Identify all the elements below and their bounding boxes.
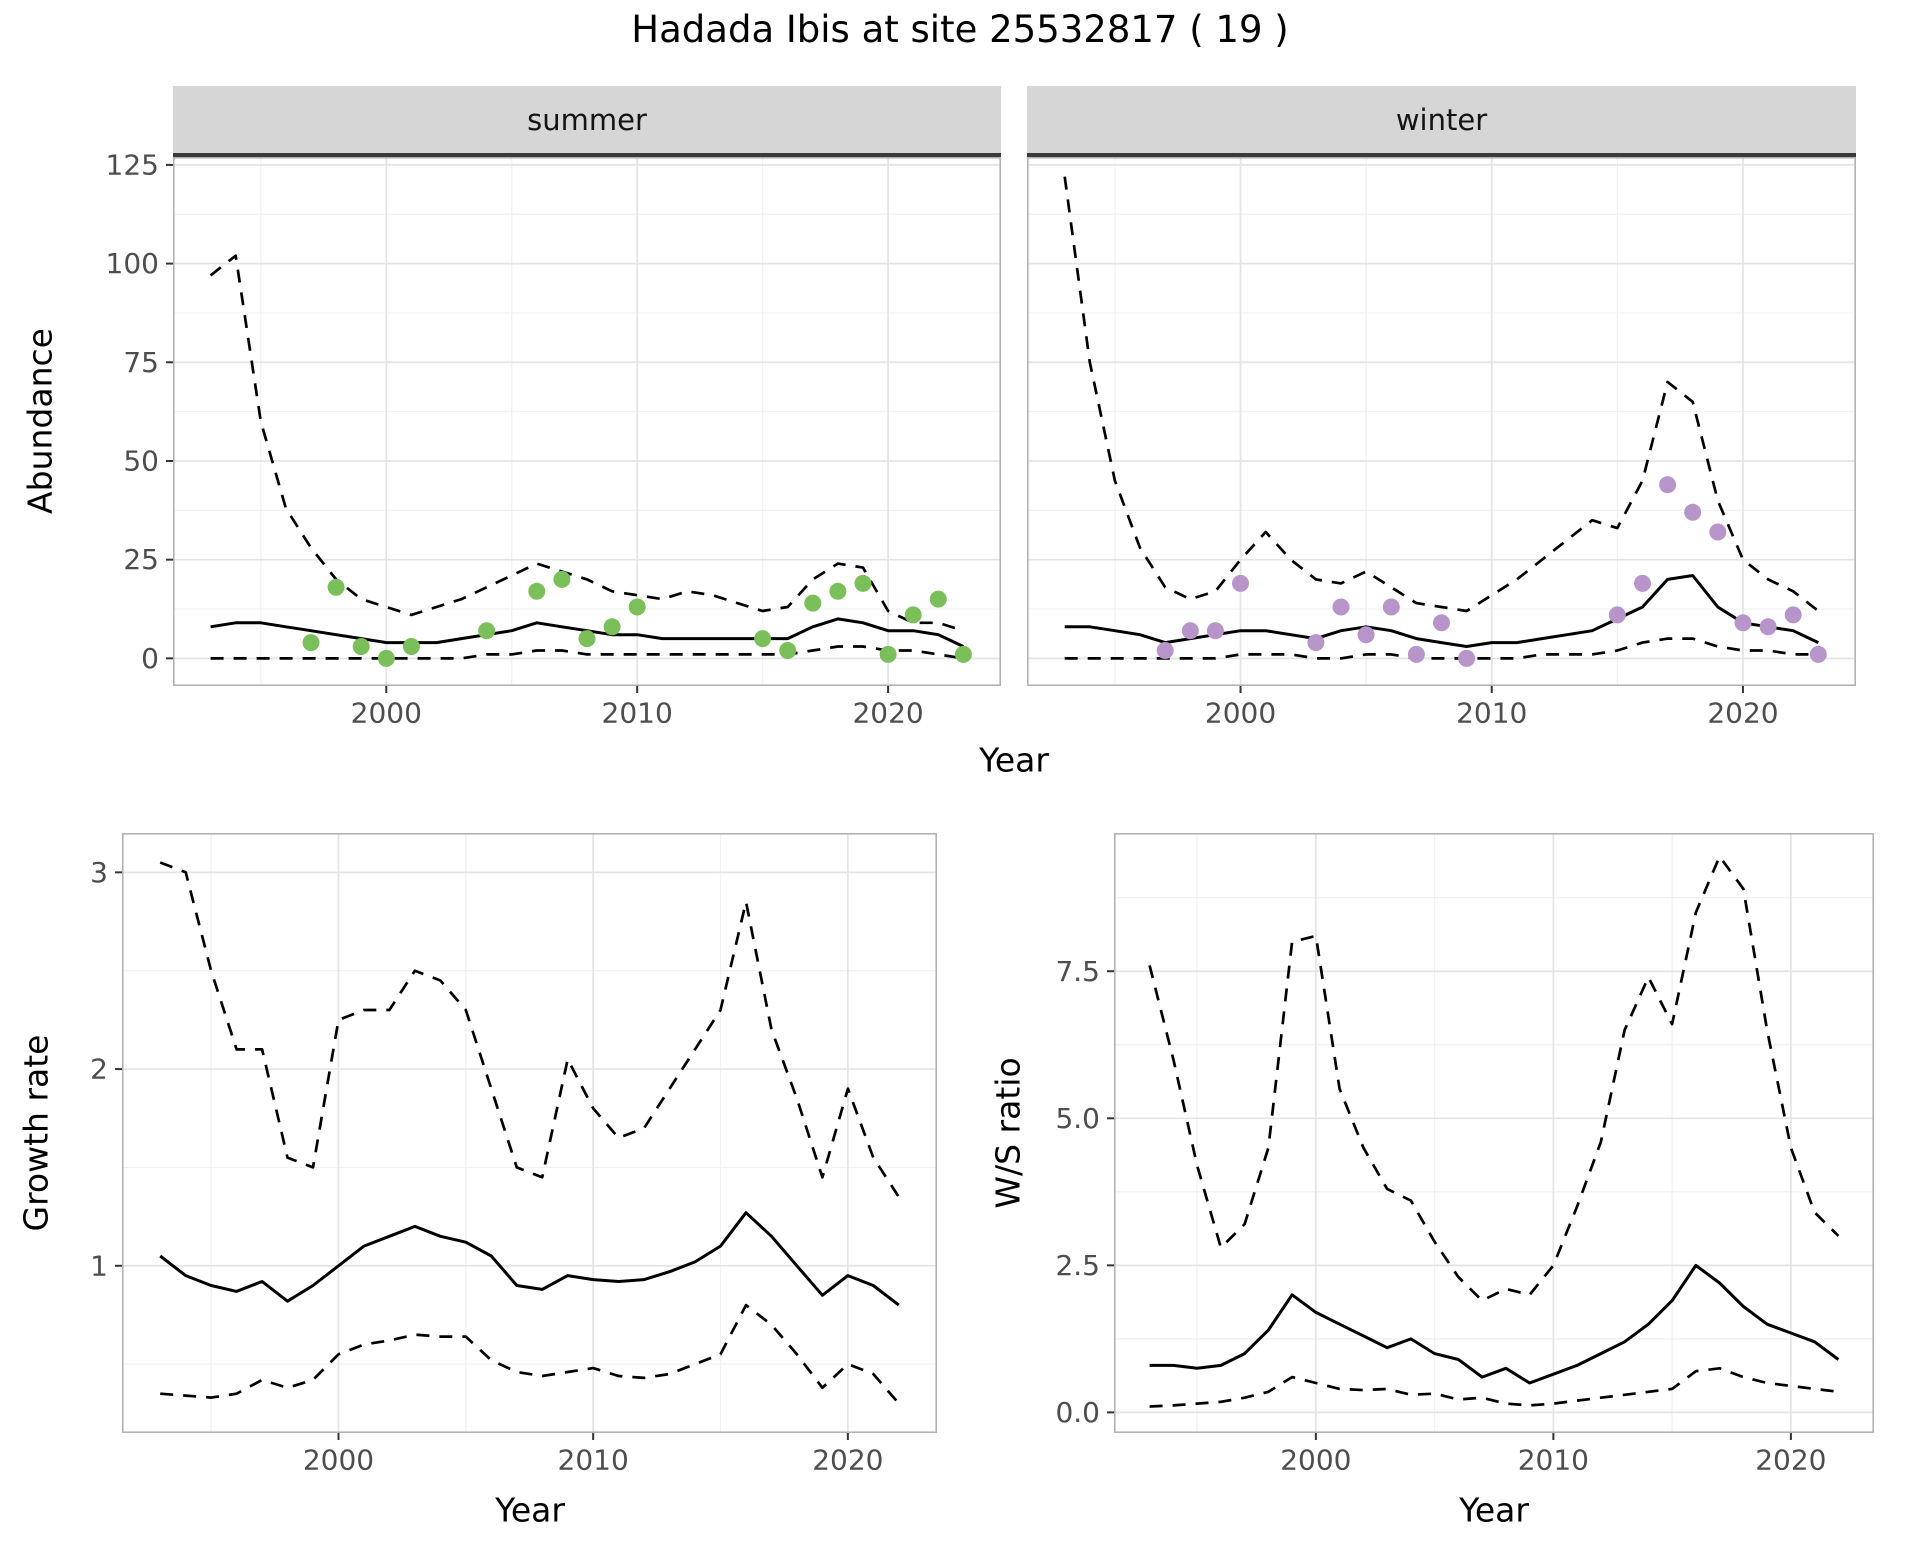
observed-winter-point — [1382, 598, 1400, 616]
x-tick-label: 2010 — [1518, 1443, 1589, 1476]
y-tick-label: 50 — [123, 444, 159, 477]
x-tick-label: 2010 — [602, 696, 673, 729]
observed-summer-point — [904, 606, 922, 624]
facet-strip-summer: summer — [173, 86, 1001, 157]
ci-lower-line — [210, 645, 964, 660]
x-tick-label: 2020 — [1707, 696, 1778, 729]
y-tick-label: 3 — [90, 856, 108, 889]
x-tick-label: 2000 — [351, 696, 422, 729]
growth-year-axis-title: Year — [495, 1490, 565, 1530]
observed-winter-point — [1784, 606, 1802, 624]
observed-winter-point — [1759, 618, 1777, 636]
observed-winter-point — [1709, 523, 1727, 541]
observed-summer-point — [302, 634, 320, 652]
mean-line — [159, 1211, 900, 1307]
panel-border — [1114, 833, 1875, 1434]
y-tick-label: 7.5 — [1055, 955, 1100, 988]
observed-summer-point — [854, 574, 872, 592]
y-tick-label: 100 — [106, 247, 159, 280]
ws-year-axis-title: Year — [1459, 1490, 1529, 1530]
observed-winter-point — [1659, 476, 1677, 494]
observed-winter-point — [1332, 598, 1350, 616]
observed-summer-point — [327, 578, 345, 596]
observed-summer-point — [578, 630, 596, 648]
mean-line — [1149, 1263, 1840, 1385]
observed-summer-point — [804, 594, 822, 612]
panel-border — [122, 833, 938, 1434]
ci-lower-line — [1149, 1366, 1839, 1408]
observed-summer-point — [879, 645, 897, 663]
summer-abundance-panel: 2000 2010 2020 0 25 50 75 100 125 — [106, 148, 1002, 729]
y-tick-label: 2 — [90, 1053, 108, 1086]
y-tick-label: 75 — [123, 346, 159, 379]
observed-winter-point — [1156, 642, 1174, 659]
x-tick-label: 2000 — [1205, 696, 1276, 729]
y-tick-label: 25 — [123, 543, 159, 576]
observed-summer-point — [553, 570, 571, 588]
ci-upper-line — [1148, 855, 1840, 1302]
observed-summer-point — [779, 642, 797, 659]
facet-strip-winter: winter — [1027, 86, 1856, 157]
observed-summer-point — [754, 630, 772, 648]
observed-winter-point — [1307, 634, 1325, 652]
ci-upper-line — [209, 254, 964, 632]
x-tick-label: 2020 — [1755, 1443, 1826, 1476]
mean-line — [1064, 574, 1819, 648]
observed-winter-point — [1734, 614, 1752, 632]
observed-winter-point — [1458, 649, 1476, 667]
winter-abundance-panel: 2000 2010 2020 — [1027, 157, 1857, 729]
ci-upper-line — [159, 861, 900, 1198]
observed-winter-point — [1357, 626, 1375, 644]
facet-strip-winter-label: winter — [1395, 102, 1488, 137]
observed-summer-point — [528, 582, 546, 600]
ci-lower-line — [1064, 637, 1819, 660]
x-tick-label: 2010 — [1456, 696, 1527, 729]
observed-summer-point — [377, 649, 395, 667]
observed-summer-point — [402, 638, 420, 655]
y-tick-label: 1 — [90, 1249, 108, 1282]
observed-winter-point — [1232, 574, 1249, 592]
abundance-axis-title: Abundance — [20, 328, 60, 514]
observed-summer-point — [954, 645, 972, 663]
x-tick-label: 2020 — [812, 1443, 883, 1476]
observed-summer-point — [603, 618, 621, 636]
growth-rate-panel: 2000 2010 2020 1 2 3 — [90, 833, 938, 1476]
growth-rate-axis-title: Growth rate — [16, 1034, 56, 1232]
observed-summer-point — [829, 582, 847, 600]
y-tick-label: 125 — [106, 148, 159, 181]
observed-winter-point — [1684, 503, 1702, 521]
observed-summer-point — [929, 590, 947, 608]
observed-winter-point — [1634, 574, 1651, 592]
x-tick-label: 2020 — [852, 696, 923, 729]
y-tick-label: 0 — [141, 642, 159, 675]
observed-winter-point — [1608, 606, 1626, 624]
observed-winter-point — [1407, 645, 1425, 663]
y-tick-label: 5.0 — [1055, 1102, 1100, 1135]
x-tick-label: 2000 — [1280, 1443, 1351, 1476]
ci-lower-line — [160, 1303, 900, 1405]
plot-title: Hadada Ibis at site 25532817 ( 19 ) — [631, 8, 1289, 51]
observed-summer-point — [628, 598, 646, 616]
x-tick-label: 2000 — [303, 1443, 374, 1476]
y-tick-label: 2.5 — [1055, 1249, 1100, 1282]
top-year-axis-title: Year — [979, 740, 1049, 780]
ws-ratio-panel: 2000 2010 2020 0.0 2.5 5.0 7.5 — [1055, 833, 1875, 1476]
panel-border — [173, 157, 1002, 687]
x-tick-label: 2010 — [558, 1443, 629, 1476]
observed-winter-point — [1433, 614, 1450, 632]
observed-summer-point — [478, 622, 496, 640]
y-tick-label: 0.0 — [1055, 1396, 1100, 1429]
ws-ratio-axis-title: W/S ratio — [988, 1057, 1028, 1209]
observed-summer-point — [352, 638, 370, 655]
facet-strip-summer-label: summer — [527, 102, 647, 137]
panel-border — [1027, 157, 1857, 687]
observed-winter-point — [1809, 645, 1827, 663]
observed-winter-point — [1181, 622, 1199, 640]
observed-winter-point — [1206, 622, 1224, 640]
ci-upper-line — [1063, 176, 1820, 613]
